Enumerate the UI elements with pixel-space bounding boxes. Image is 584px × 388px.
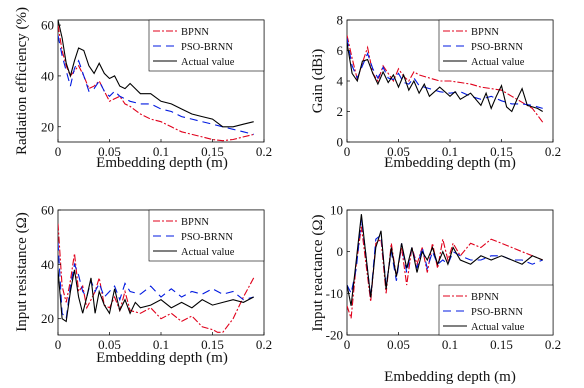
y-tick-label: 40 — [41, 257, 54, 272]
x-tick-label: 0 — [55, 144, 62, 159]
legend: BPNN PSO-BRNN Actual value — [438, 19, 554, 72]
series-line-bpnn — [347, 35, 544, 123]
x-tick-label: 0.05 — [387, 144, 410, 159]
legend-label-bpnn: BPNN — [181, 217, 209, 228]
legend: BPNN PSO-BRNN Actual value — [438, 284, 554, 336]
legend-label-actual: Actual value — [181, 247, 235, 258]
y-tick-label: -20 — [326, 328, 343, 343]
x-tick-label: 0.05 — [387, 337, 410, 352]
y-tick-label: 0 — [337, 244, 344, 259]
legend-label-bpnn: BPNN — [471, 292, 499, 303]
x-tick-label: 0.05 — [98, 144, 121, 159]
x-tick-label: 0.1 — [442, 337, 458, 352]
y-axis-label: Input resistance (Ω) — [14, 212, 30, 331]
y-tick-label: 10 — [330, 203, 343, 218]
legend-label-pso-brnn: PSO-BRNN — [181, 232, 233, 243]
panel-input-reactance: 0 0.05 0.1 0.15 0.2 -20 -10 0 10 Embedding depth… — [310, 203, 561, 386]
axis-ticks: 0 0.05 0.1 0.15 0.2 20 40 60 — [41, 18, 272, 159]
x-axis-label: Embedding depth (m) — [384, 369, 516, 385]
legend-label-actual: Actual value — [471, 322, 525, 333]
x-axis-label: Embedding depth (m) — [96, 350, 228, 366]
legend-label-pso-brnn: PSO-BRNN — [471, 42, 523, 53]
y-tick-label: 20 — [41, 119, 54, 134]
x-tick-label: 0.15 — [201, 337, 224, 352]
x-tick-label: 0 — [55, 337, 62, 352]
x-tick-label: 0.2 — [256, 337, 272, 352]
y-tick-label: 0 — [337, 135, 344, 150]
y-tick-label: 6 — [337, 43, 344, 58]
series-line-bpnn — [347, 226, 543, 319]
axis-ticks: 0 0.05 0.1 0.15 0.2 -20 -10 0 10 — [326, 203, 561, 353]
series-line-pso-brnn — [58, 35, 254, 135]
series-line-pso-brnn — [347, 38, 543, 109]
panel-radiation-efficiency: 0 0.05 0.1 0.15 0.2 20 40 60 Embedding depth (m… — [14, 7, 272, 171]
series-line-pso-brnn — [347, 218, 543, 298]
series-line-bpnn — [58, 25, 254, 142]
legend: BPNN PSO-BRNN Actual value — [148, 19, 265, 72]
x-tick-label: 0.1 — [153, 337, 169, 352]
y-tick-label: 60 — [41, 18, 54, 33]
x-tick-label: 0.1 — [442, 144, 458, 159]
legend: BPNN PSO-BRNN Actual value — [148, 209, 265, 262]
legend-label-pso-brnn: PSO-BRNN — [471, 307, 523, 318]
series-line-bpnn — [58, 223, 255, 333]
x-tick-label: 0.2 — [545, 337, 561, 352]
legend-label-actual: Actual value — [181, 57, 235, 68]
series-line-actual-value — [58, 269, 254, 323]
plot-lines — [347, 35, 544, 123]
y-axis-label: Radiation efficiency (%) — [14, 7, 30, 155]
x-tick-label: 0 — [344, 337, 351, 352]
x-tick-label: 0.2 — [256, 144, 272, 159]
y-axis-label: Input reactance (Ω) — [310, 215, 326, 332]
legend-label-actual: Actual value — [471, 57, 525, 68]
legend-label-pso-brnn: PSO-BRNN — [181, 42, 233, 53]
y-tick-label: 8 — [337, 13, 344, 28]
legend-label-bpnn: BPNN — [471, 27, 499, 38]
series-line-actual-value — [347, 214, 543, 306]
axis-ticks: 0 0.05 0.1 0.15 0.2 20 40 60 — [41, 203, 272, 353]
series-line-actual-value — [58, 20, 254, 128]
plot-lines — [58, 20, 254, 142]
series-line-pso-brnn — [58, 242, 254, 321]
x-tick-label: 0.15 — [201, 144, 224, 159]
x-axis-label: Embedding depth (m) — [96, 155, 228, 171]
x-tick-label: 0.2 — [545, 144, 561, 159]
legend-box — [438, 284, 554, 336]
y-axis-label: Gain (dBi) — [310, 49, 326, 114]
x-axis-label: Embedding depth (m) — [384, 155, 516, 171]
plot-lines — [58, 223, 255, 333]
y-tick-label: 60 — [41, 203, 54, 218]
panel-gain: 0 0.05 0.1 0.15 0.2 0 2 4 6 8 Embedding depth (m)… — [310, 13, 561, 172]
y-tick-label: 4 — [337, 74, 344, 89]
y-tick-label: 2 — [337, 104, 344, 119]
y-tick-label: 20 — [41, 311, 54, 326]
legend-label-bpnn: BPNN — [181, 27, 209, 38]
x-tick-label: 0.15 — [490, 144, 513, 159]
plot-lines — [347, 214, 543, 319]
x-tick-label: 0 — [344, 144, 351, 159]
y-tick-label: -10 — [326, 286, 343, 301]
y-tick-label: 40 — [41, 68, 54, 83]
series-line-actual-value — [347, 42, 543, 113]
x-tick-label: 0.1 — [153, 144, 169, 159]
x-tick-label: 0.05 — [98, 337, 121, 352]
axis-ticks: 0 0.05 0.1 0.15 0.2 0 2 4 6 8 — [337, 13, 562, 160]
x-tick-label: 0.15 — [490, 337, 513, 352]
panel-input-resistance: 0 0.05 0.1 0.15 0.2 20 40 60 Embedding depth (m… — [14, 203, 272, 367]
